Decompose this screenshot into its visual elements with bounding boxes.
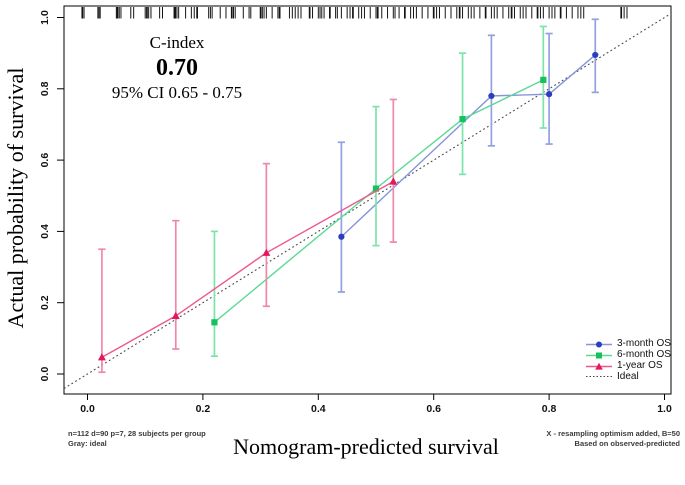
legend-label-6-month: 6-month OS [617,349,671,361]
y-axis-title: Actual probability of survival [3,67,28,329]
marker-square [211,319,218,326]
legend-marker-6-month-icon [586,352,612,359]
x-axis-title: Nomogram-predicted survival [233,434,499,459]
series-line [213,79,544,323]
x-tick-label: 1.0 [657,403,672,415]
series-3-month-os [337,18,599,293]
marker-triangle [262,248,271,256]
y-tick-label: 0.6 [39,153,51,168]
series-1-year-os [97,98,398,374]
legend-item-6-month: 6-month OS [584,350,671,361]
footnote-right: X - resampling optimism added, B=50 Base… [546,429,680,448]
legend-item-ideal: Ideal [584,371,671,382]
legend-marker-1-year-icon [586,362,612,370]
marker-circle [338,233,345,240]
y-tick-label: 0.8 [39,81,51,96]
x-tick-label: 0.4 [311,403,326,415]
marker-circle [488,92,495,100]
y-tick-label: 0.0 [39,367,51,382]
series-line [340,54,596,238]
legend-marker-ideal-icon [586,376,612,378]
x-tick-label: 0.8 [542,403,557,415]
footnote-left: n=112 d=90 p=7, 28 subjects per group Gr… [68,429,206,448]
c-index-annotation: C-index 0.70 95% CI 0.65 - 0.75 [112,33,242,102]
marker-circle [546,91,553,98]
x-tick-label: 0.0 [80,403,95,415]
legend-label-3-month: 3-month OS [617,338,671,350]
footnote-sample-info: n=112 d=90 p=7, 28 subjects per group [68,429,206,438]
y-tick-label: 0.4 [39,224,51,239]
y-tick-label: 1.0 [39,10,51,25]
legend-item-3-month: 3-month OS [584,339,671,350]
marker-triangle [171,311,180,319]
x-axis-ticks: 0.0 0.2 0.4 0.6 0.8 1.0 [80,394,672,415]
c-index-ci: 95% CI 0.65 - 0.75 [111,83,243,102]
x-tick-label: 0.2 [196,403,211,415]
legend-item-1-year: 1-year OS [584,359,671,372]
rug-marks [81,7,628,19]
legend-label-ideal: Ideal [617,370,639,382]
plot-box [63,5,672,395]
series-line [101,180,394,358]
y-tick-label: 0.2 [39,295,51,310]
marker-square [372,185,380,192]
footnote-based-on: Based on observed-predicted [574,438,680,448]
series-6-month-os [210,25,547,358]
marker-square [459,116,466,123]
legend-marker-3-month-icon [586,341,612,348]
marker-circle [592,51,599,59]
y-axis-ticks: 0.0 0.2 0.4 0.6 0.8 1.0 [39,10,64,381]
legend-label-1-year: 1-year OS [617,359,663,371]
marker-triangle [389,177,398,185]
c-index-value: 0.70 [155,55,198,81]
footnote-resampling: X - resampling optimism added, B=50 [546,429,680,438]
marker-triangle [97,353,106,361]
legend: 3-month OS 6-month OS 1-year OS Ideal [584,339,671,382]
footnote-gray-ideal: Gray: ideal [68,438,107,448]
x-tick-label: 0.6 [426,403,441,415]
marker-square [540,76,547,83]
c-index-title: C-index [149,33,205,52]
